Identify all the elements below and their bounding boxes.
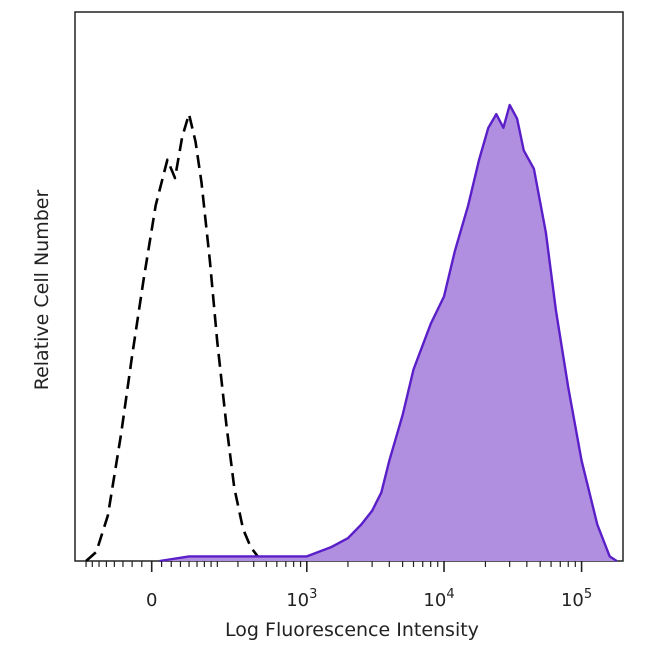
x-axis: 0 103 104 105	[85, 561, 592, 611]
series-layer	[85, 103, 618, 563]
series-line-1	[159, 103, 618, 563]
x-tick-label: 104	[423, 587, 454, 611]
x-tick-label: 103	[286, 587, 317, 611]
x-axis-title: Log Fluorescence Intensity	[225, 619, 479, 641]
x-tick-label: 0	[146, 590, 157, 611]
series-line-0	[85, 112, 267, 563]
series-fill-1	[159, 105, 617, 561]
y-axis-title: Relative Cell Number	[31, 190, 53, 391]
x-tick-label: 105	[561, 587, 592, 611]
